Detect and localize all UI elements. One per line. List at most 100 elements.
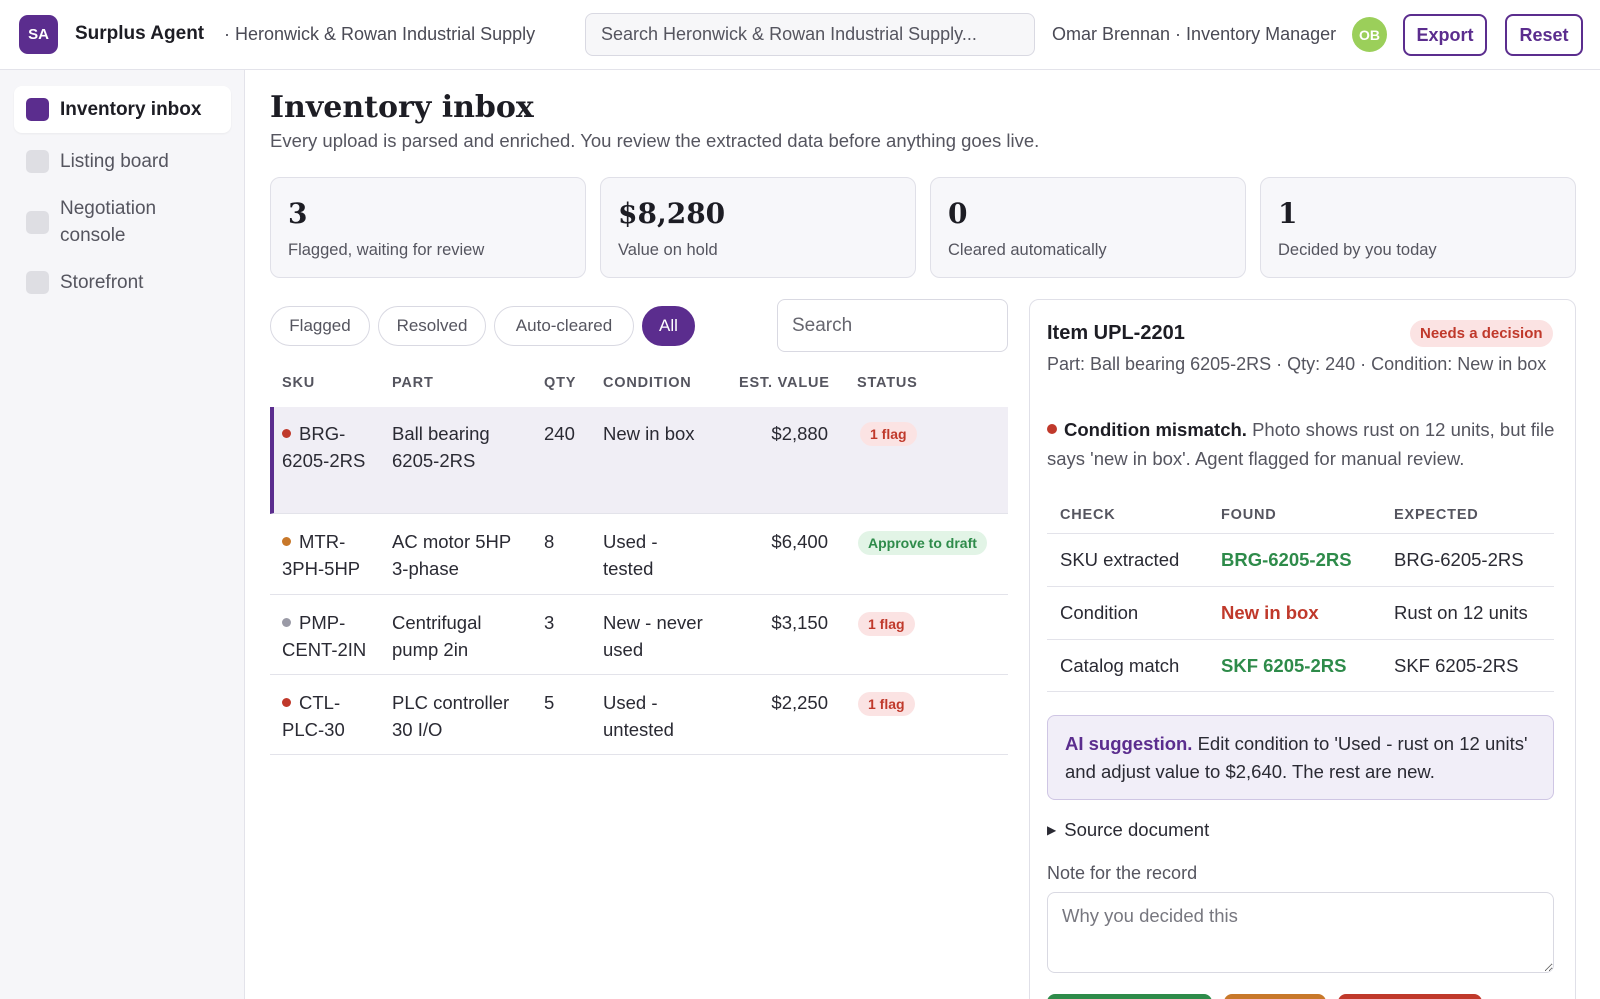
sidebar-item-negotiation-console[interactable]: Negotiation console [14,190,231,254]
board-icon [26,150,49,173]
stat-label: Decided by you today [1278,241,1437,259]
decision-badge: Needs a decision [1410,320,1553,347]
ai-suggestion: AI suggestion. Edit condition to 'Used -… [1047,715,1554,800]
qty-cell: 8 [544,531,555,552]
sku-text: PMP-CENT-2IN [282,612,367,660]
status-dot [282,698,291,707]
check-name: Condition [1060,602,1139,623]
avatar[interactable]: OB [1352,17,1387,52]
status-dot [282,429,291,438]
filter-flagged[interactable]: Flagged [270,306,370,346]
check-found: New in box [1221,602,1319,623]
column-header-condition: CONDITION [603,375,692,391]
condition-cell: New in box [603,423,695,444]
table-row[interactable]: MTR-3PH-5HP AC motor 5HP 3-phase 8 Used … [270,514,1008,595]
check-row: Condition New in box Rust on 12 units [1047,586,1554,639]
issue-text: Photo shows rust on 12 units, but file s… [1047,419,1555,469]
disclosure-triangle-icon: ▶ [1047,823,1057,837]
status-badge: 1 flag [860,422,917,446]
reset-button[interactable]: Reset [1505,14,1583,56]
value-cell: $6,400 [771,531,828,552]
qty-cell: 5 [544,692,555,713]
stat-label: Value on hold [618,241,718,259]
table-row[interactable]: PMP-CENT-2IN Centrifugal pump 2in 3 New … [270,595,1008,675]
stat-card-decided: 1 Decided by you today [1260,177,1576,278]
detail-panel: Item UPL-2201 Needs a decision Part: Bal… [1029,299,1576,999]
sidebar-item-storefront[interactable]: Storefront [14,259,231,306]
stat-card-cleared: 0 Cleared automatically [930,177,1246,278]
check-row: SKU extracted BRG-6205-2RS BRG-6205-2RS [1047,533,1554,586]
status-dot [282,537,291,546]
check-found: BRG-6205-2RS [1221,549,1352,570]
check-expected: Rust on 12 units [1394,602,1528,623]
filter-all[interactable]: All [642,306,695,346]
global-search-input[interactable] [585,13,1035,56]
sidebar-item-label: Listing board [60,151,169,172]
sku-text: BRG-6205-2RS [282,423,366,471]
app-title: Surplus Agent [75,23,205,44]
item-title: Item UPL-2201 [1047,322,1185,344]
filter-auto-cleared[interactable]: Auto-cleared [494,306,634,346]
part-cell: Ball bearing 6205-2RS [392,423,490,471]
stat-card-flagged: 3 Flagged, waiting for review [270,177,586,278]
source-document-label: Source document [1064,819,1210,840]
column-header-est-value: EST. VALUE [739,375,830,391]
check-found: SKF 6205-2RS [1221,655,1347,676]
sidebar-item-label: Inventory inbox [60,99,202,120]
item-meta: Part: Ball bearing 6205-2RS · Qty: 240 ·… [1047,354,1547,374]
sidebar-item-listing-board[interactable]: Listing board [14,138,231,185]
check-header-found: FOUND [1221,507,1277,523]
check-expected: BRG-6205-2RS [1394,549,1524,570]
qty-cell: 240 [544,423,575,444]
sidebar-item-label: Storefront [60,272,144,293]
value-cell: $2,880 [771,423,828,444]
status-badge: 1 flag [858,612,915,636]
check-header-check: CHECK [1060,507,1116,523]
storefront-icon [26,271,49,294]
condition-cell: New - never used [603,612,703,660]
check-expected: SKF 6205-2RS [1394,655,1519,676]
ai-suggestion-label: AI suggestion. [1065,733,1193,754]
column-header-sku: SKU [282,375,316,391]
sidebar: Inventory inbox Listing board Negotiatio… [0,70,245,999]
table-search-input[interactable] [777,299,1008,352]
status-badge: 1 flag [858,692,915,716]
stat-card-value-on-hold: $8,280 Value on hold [600,177,916,278]
top-bar: SA Surplus Agent · Heronwick & Rowan Ind… [0,0,1600,70]
check-header-expected: EXPECTED [1394,507,1479,523]
sku-text: MTR-3PH-5HP [282,531,361,579]
sku-cell: BRG-6205-2RS [282,420,372,474]
stat-value: 1 [1278,197,1298,230]
filter-resolved[interactable]: Resolved [378,306,486,346]
qty-cell: 3 [544,612,555,633]
note-label: Note for the record [1047,863,1198,883]
check-name: SKU extracted [1060,549,1180,570]
value-cell: $2,250 [771,692,828,713]
table-row[interactable]: CTL-PLC-30 PLC controller 30 I/O 5 Used … [270,675,1008,755]
sku-text: CTL-PLC-30 [282,692,345,740]
status-badge[interactable]: Approve to draft [858,531,987,555]
condition-cell: Used - tested [603,531,658,579]
note-input[interactable] [1047,892,1554,973]
stat-label: Flagged, waiting for review [288,241,485,259]
source-document-toggle[interactable]: ▶ Source document [1047,819,1209,841]
sku-cell: MTR-3PH-5HP [282,528,382,582]
part-cell: Centrifugal pump 2in [392,612,482,660]
check-name: Catalog match [1060,655,1180,676]
reject-button[interactable] [1338,994,1482,999]
approve-button[interactable] [1047,994,1212,999]
org-name: · Heronwick & Rowan Industrial Supply [224,24,536,44]
page-subtitle: Every upload is parsed and enriched. You… [270,130,1040,151]
stat-value: $8,280 [618,197,726,230]
table-row[interactable]: BRG-6205-2RS Ball bearing 6205-2RS 240 N… [270,407,1008,514]
app-logo: SA [19,15,58,54]
console-icon [26,211,49,234]
part-cell: AC motor 5HP 3-phase [392,531,511,579]
ai-suggestion-text: Edit condition to 'Used - rust on 12 uni… [1065,733,1528,782]
column-header-qty: QTY [544,375,577,391]
edit-button[interactable] [1224,994,1326,999]
sidebar-item-inventory-inbox[interactable]: Inventory inbox [14,86,231,133]
export-button[interactable]: Export [1403,14,1487,56]
column-header-status: STATUS [857,375,918,391]
stat-value: 3 [288,197,308,230]
